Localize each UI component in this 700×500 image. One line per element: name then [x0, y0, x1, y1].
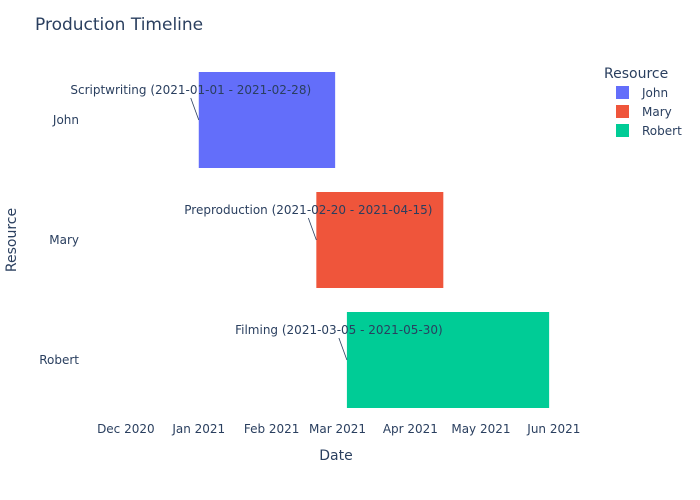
- annotation-robert: Filming (2021-03-05 - 2021-05-30): [235, 323, 443, 337]
- x-tick-label: Mar 2021: [309, 422, 366, 436]
- annotation-arrow: [338, 337, 348, 361]
- legend-item-john: John: [641, 86, 668, 100]
- annotation-mary: Preproduction (2021-02-20 - 2021-04-15): [184, 203, 432, 217]
- legend-swatch-john: [616, 86, 629, 99]
- annotation-john: Scriptwriting (2021-01-01 - 2021-02-28): [70, 83, 311, 97]
- x-tick-label: Feb 2021: [244, 422, 300, 436]
- annotations-layer: Scriptwriting (2021-01-01 - 2021-02-28) P…: [70, 83, 443, 361]
- y-axis-title: Resource: [4, 208, 20, 272]
- annotation-arrow: [190, 97, 200, 121]
- y-tick-label-john: John: [52, 113, 79, 127]
- x-tick-label: Jan 2021: [171, 422, 225, 436]
- annotation-arrow: [307, 217, 317, 241]
- x-tick-label: May 2021: [451, 422, 510, 436]
- bar-john: [198, 72, 336, 168]
- x-tick-label: Jun 2021: [526, 422, 580, 436]
- x-tick-label: Dec 2020: [97, 422, 155, 436]
- bar-robert: [346, 312, 550, 408]
- legend-swatch-robert: [616, 124, 629, 137]
- legend-title: Resource: [604, 66, 668, 82]
- bar-mary: [316, 192, 444, 288]
- x-axis-ticks: Dec 2020 Jan 2021 Feb 2021 Mar 2021 Apr 2021…: [97, 422, 580, 436]
- x-axis-title: Date: [319, 448, 352, 464]
- y-tick-label-robert: Robert: [39, 353, 79, 367]
- legend-swatch-mary: [616, 105, 629, 118]
- y-tick-label-mary: Mary: [49, 233, 79, 247]
- bars-layer: [198, 72, 550, 408]
- chart-title: Production Timeline: [35, 15, 203, 35]
- legend-item-robert: Robert: [642, 124, 682, 138]
- legend-item-mary: Mary: [642, 105, 672, 119]
- legend: Resource John Mary Robert: [604, 66, 682, 138]
- y-axis-ticks: John Mary Robert: [39, 113, 79, 367]
- x-tick-label: Apr 2021: [383, 422, 438, 436]
